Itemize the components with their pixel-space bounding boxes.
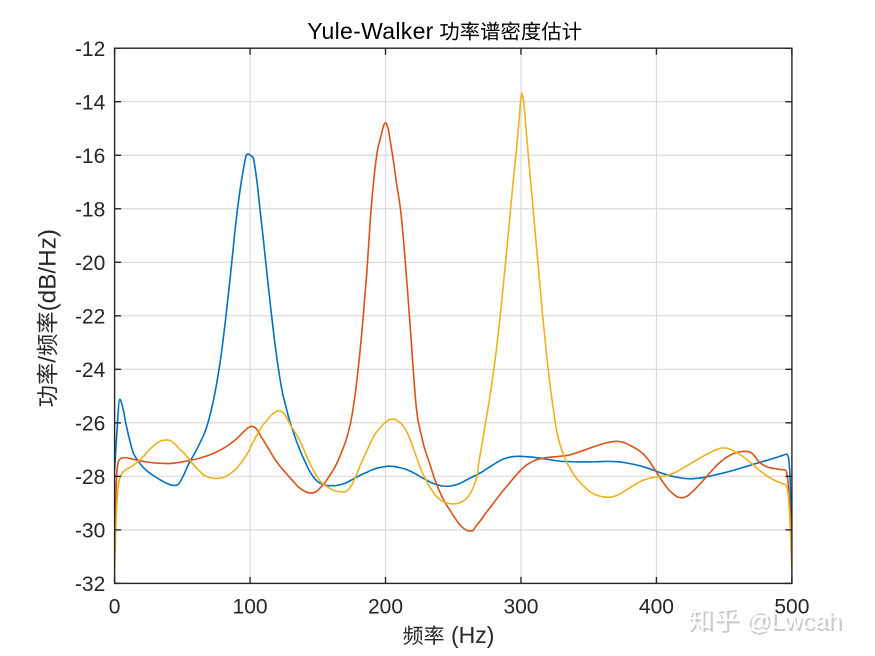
x-tick-labels: 0 100 200 300 400 500 [109, 595, 810, 618]
x-tick-label: 0 [109, 595, 121, 618]
cjk-glyph [460, 21, 479, 41]
psd-curve-1 [114, 153, 793, 528]
cjk-glyph [714, 607, 737, 631]
psd-curve-3 [114, 92, 793, 571]
zhihu-watermark: @Lwcah @Lwcah [687, 606, 844, 637]
y-tick-label: -26 [75, 412, 105, 435]
y-axis-label-rotated: / (dB/Hz) [35, 229, 62, 407]
cjk-glyph [36, 334, 58, 356]
chart-title: Yule-Walker [307, 18, 582, 44]
cjk-glyph [403, 625, 423, 645]
cjk-glyph [36, 363, 58, 384]
y-tick-label: -32 [75, 573, 105, 596]
x-axis-label: (Hz) [403, 622, 494, 648]
psd-curves [114, 92, 793, 571]
y-tick-labels: -32 -30 -28 -26 -24 -22 -20 -18 -16 -14 -12 [75, 38, 106, 596]
cjk-glyph [36, 312, 58, 333]
x-tick-label: 400 [639, 595, 674, 618]
cjk-glyph [501, 21, 520, 41]
latin-run: @Lwcah [741, 610, 844, 637]
y-tick-label: -22 [75, 305, 105, 328]
cjk-glyph [541, 21, 561, 41]
cjk-glyph [687, 606, 711, 631]
y-tick-label: -16 [75, 145, 105, 168]
title-latin: Yule-Walker [307, 18, 433, 44]
cjk-glyph [480, 21, 500, 41]
y-tick-label: -14 [75, 91, 106, 114]
y-axis-label: / (dB/Hz) [35, 229, 62, 407]
y-tick-label: -12 [75, 38, 105, 61]
latin-run: / [35, 356, 62, 363]
y-tick-label: -28 [75, 466, 105, 489]
y-tick-label: -18 [75, 198, 105, 221]
x-tick-label: 500 [774, 595, 809, 618]
cjk-glyph [37, 386, 58, 407]
cjk-glyph [716, 609, 740, 633]
cjk-glyph [562, 21, 582, 41]
axis-tick-marks [113, 47, 793, 585]
cjk-glyph [424, 625, 444, 645]
latin-run: (Hz) [445, 622, 495, 648]
x-tick-label: 100 [233, 595, 268, 618]
y-tick-label: -20 [75, 252, 105, 275]
cjk-glyph [440, 22, 459, 41]
watermark-highlight: @Lwcah [687, 606, 841, 634]
y-tick-label: -24 [75, 359, 106, 382]
x-tick-label: 300 [503, 595, 538, 618]
x-tick-label: 200 [368, 595, 403, 618]
cjk-glyph [521, 21, 541, 41]
y-tick-label: -30 [75, 519, 105, 542]
psd-curve-2 [114, 122, 793, 541]
latin-run: @Lwcah [738, 607, 841, 634]
latin-run: (dB/Hz) [35, 229, 62, 311]
